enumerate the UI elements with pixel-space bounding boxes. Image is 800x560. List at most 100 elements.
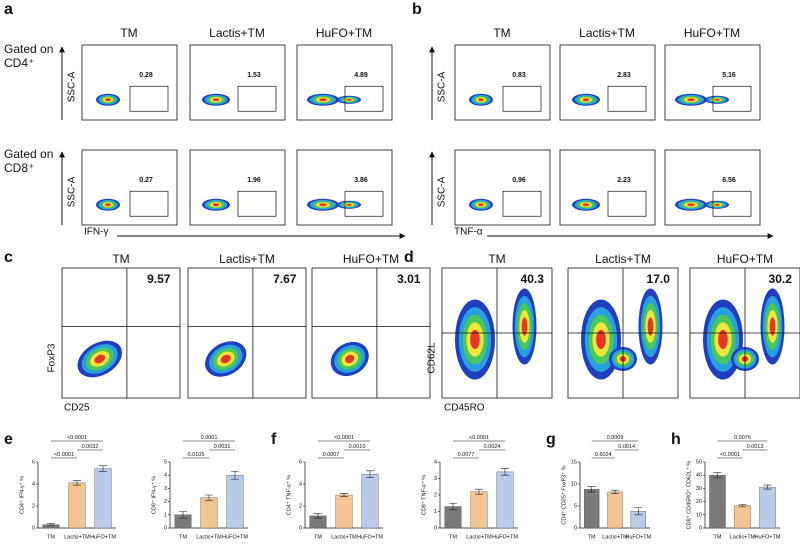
density-blob — [769, 317, 776, 336]
p-value: 0.0007 — [323, 452, 340, 458]
error-bar — [587, 486, 596, 493]
density-blob — [212, 203, 220, 207]
gate-value: 30.2 — [769, 272, 793, 286]
y-tick-label: 40 — [696, 473, 702, 479]
error-bar — [73, 480, 81, 486]
density-blob — [345, 354, 355, 364]
density-blob — [687, 98, 695, 102]
p-value: 0.0010 — [349, 444, 366, 450]
axis-label: TNF-α — [454, 227, 483, 238]
y-tick-label: 10 — [696, 512, 702, 518]
p-value: <0.0001 — [720, 452, 740, 458]
row-label: CD4⁺ — [4, 56, 34, 70]
column-title: TM — [493, 26, 510, 40]
p-value: 0.6024 — [595, 452, 612, 458]
p-value: 0.0105 — [188, 452, 205, 458]
bar — [470, 491, 488, 529]
plot-frame — [559, 149, 656, 226]
panel-letter: e — [4, 431, 13, 448]
bar — [335, 494, 353, 529]
axis-label: SSC-A — [437, 176, 448, 207]
x-tick-label: Lactis+TM — [730, 534, 756, 540]
p-value: 0.0076 — [734, 435, 751, 441]
plot-frame — [559, 44, 656, 121]
gate — [712, 85, 752, 112]
p-value: 0.0031 — [214, 444, 231, 450]
p-value: <0.0001 — [334, 435, 354, 441]
p-value: 0.0014 — [618, 444, 635, 450]
plot-frame — [189, 44, 286, 121]
error-bar — [314, 513, 322, 519]
bar — [584, 489, 600, 529]
p-value: 0.0032 — [82, 444, 99, 450]
y-tick-label: 50 — [696, 459, 702, 465]
error-bar — [475, 488, 483, 495]
y-tick-label: 3 — [434, 476, 437, 482]
plot-frame — [61, 267, 181, 399]
y-tick-label: 4 — [299, 481, 302, 487]
error-bar — [611, 489, 619, 494]
error-bar — [738, 503, 747, 508]
p-value: <0.0001 — [67, 435, 87, 441]
y-tick-label: 6 — [299, 459, 302, 465]
density-blob — [582, 98, 590, 102]
column-title: Lactis+TM — [579, 26, 635, 40]
y-tick-label: 0 — [32, 525, 35, 531]
error-bar — [634, 507, 643, 516]
plot-frame — [454, 44, 551, 121]
y-tick-label: 0 — [574, 525, 577, 531]
gate-value: 0.83 — [512, 72, 526, 79]
error-bar — [449, 502, 457, 511]
axis-label: CD4⁺ IFN-γ⁺ % — [18, 476, 25, 514]
y-tick-label: 3 — [164, 486, 167, 492]
bar — [200, 497, 218, 529]
gate — [237, 85, 277, 112]
error-bar — [366, 470, 374, 478]
axis-label: CD25 — [64, 403, 90, 414]
x-tick-label: TM — [47, 534, 55, 540]
y-tick-label: 30 — [696, 486, 702, 492]
row-label: Gated on — [4, 147, 53, 161]
density-blob — [714, 203, 720, 206]
p-value: <0.0001 — [469, 435, 489, 441]
density-blob — [105, 98, 111, 102]
axis-label: CD8⁺ IFN-γ⁺ % — [150, 476, 157, 514]
gate-value: 0.27 — [139, 177, 153, 184]
p-value: 0.0001 — [201, 435, 218, 441]
axis-label: CD45RO — [444, 403, 485, 414]
gate-value: 2.83 — [617, 72, 631, 79]
y-tick-label: 0 — [699, 525, 702, 531]
density-blob — [647, 317, 654, 336]
axis-label: SSC-A — [437, 71, 448, 102]
p-value: 0.0013 — [747, 444, 764, 450]
axis-label: CD4⁺ CD25⁺ FoxP3⁺ % — [560, 465, 567, 524]
gate-value: 3.01 — [397, 272, 421, 286]
gate-value: 40.3 — [521, 272, 545, 286]
axis-label: CD62L — [427, 342, 438, 374]
x-tick-label: TM — [714, 534, 722, 540]
plot-frame — [311, 267, 431, 399]
x-tick-label: HuFO+TM — [357, 534, 383, 540]
x-tick-label: HuFO+TM — [625, 534, 651, 540]
x-tick-label: Lactis+TM — [331, 534, 357, 540]
plot-frame — [296, 149, 393, 226]
gate-value: 5.16 — [722, 72, 736, 79]
gate — [607, 190, 647, 217]
bar — [709, 475, 726, 529]
y-tick-label: 2 — [299, 503, 302, 509]
y-tick-label: 4 — [32, 481, 35, 487]
density-blob — [319, 203, 327, 207]
gate — [607, 85, 647, 112]
bar — [361, 473, 379, 529]
bar — [68, 482, 86, 529]
column-title: HuFO+TM — [343, 252, 399, 266]
plot-frame — [81, 149, 178, 226]
gate — [129, 85, 169, 112]
panel-letter: b — [412, 1, 422, 18]
x-tick-label: HuFO+TM — [755, 534, 781, 540]
gate — [344, 190, 384, 217]
gate — [237, 190, 277, 217]
density-blob — [582, 203, 590, 207]
density-blob — [687, 203, 695, 207]
